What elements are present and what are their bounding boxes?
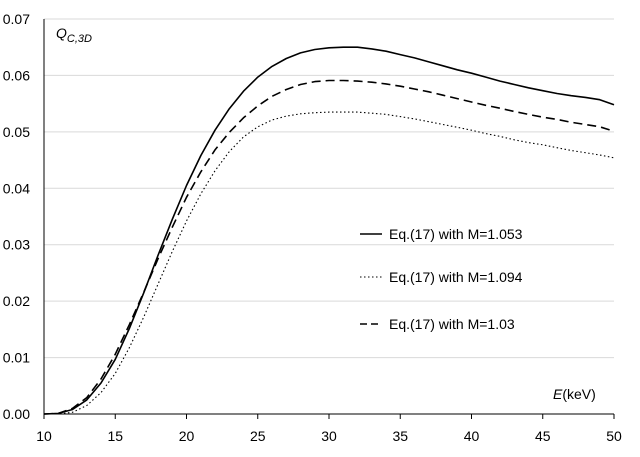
y-tick-label: 0.02 — [3, 293, 30, 309]
y-axis-title-main: Q — [56, 25, 67, 41]
x-tick-label: 20 — [179, 428, 195, 444]
series-line-3 — [43, 79, 615, 415]
x-tick-label: 35 — [392, 428, 408, 444]
gridlines — [44, 18, 614, 359]
x-axis-title: E(keV) — [553, 386, 596, 402]
x-tick-label: 10 — [36, 428, 52, 444]
x-tick-label: 25 — [250, 428, 266, 444]
y-tick-label: 0.01 — [3, 350, 30, 366]
y-tick-label: 0.07 — [3, 11, 30, 27]
x-tick-labels: 10 15 20 25 30 35 40 45 50 — [36, 428, 622, 444]
y-axis-title: QC,3D — [56, 25, 92, 45]
y-tick-label: 0.06 — [3, 67, 30, 83]
y-tick-label: 0.00 — [3, 406, 30, 422]
y-tick-label: 0.04 — [3, 180, 30, 196]
y-tick-label: 0.03 — [3, 237, 30, 253]
y-tick-label: 0.05 — [3, 124, 30, 140]
y-tick-labels: 0.00 0.01 0.02 0.03 0.04 0.05 0.06 0.07 — [3, 11, 30, 422]
series-lines — [43, 46, 615, 415]
x-tick-label: 45 — [535, 428, 551, 444]
x-tick-label: 15 — [107, 428, 123, 444]
series-line-2 — [44, 111, 615, 415]
x-tick-label: 50 — [606, 428, 622, 444]
legend: Eq.(17) with M=1.053 Eq.(17) with M=1.094… — [360, 226, 523, 332]
axes — [43, 19, 615, 419]
series-line-1 — [43, 46, 615, 415]
legend-label: Eq.(17) with M=1.053 — [389, 226, 523, 242]
y-axis-title-sub: C,3D — [67, 33, 92, 45]
legend-label: Eq.(17) with M=1.094 — [389, 269, 523, 285]
legend-label: Eq.(17) with M=1.03 — [389, 316, 515, 332]
x-axis-title-italic: E — [553, 386, 563, 402]
x-tick-label: 30 — [321, 428, 337, 444]
x-tick-label: 40 — [464, 428, 480, 444]
x-axis-title-rest: (keV) — [562, 386, 595, 402]
